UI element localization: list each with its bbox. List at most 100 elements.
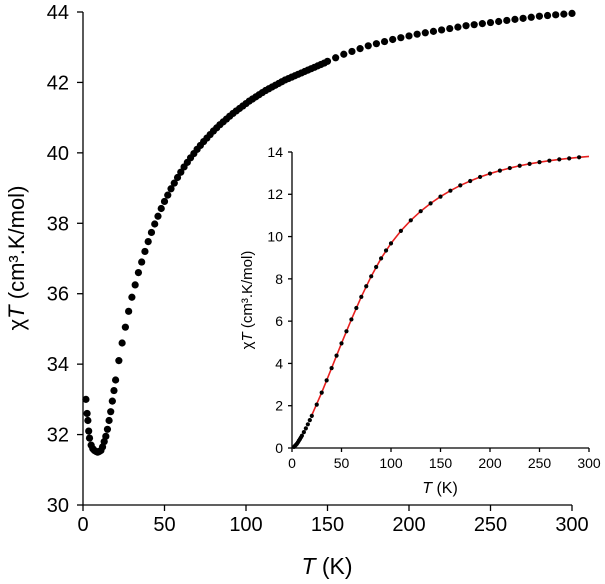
inset-data-point <box>487 171 493 176</box>
inset-data-point <box>448 188 453 193</box>
main-data-point <box>470 21 478 29</box>
main-data-point <box>405 32 413 40</box>
inset-data-point <box>458 183 463 188</box>
main-data-point <box>332 54 340 62</box>
inset-y-tick-label: 12 <box>267 186 283 202</box>
main-data-point <box>167 185 175 193</box>
main-data-point <box>389 35 397 44</box>
inset-x-tick-label: 50 <box>334 455 350 471</box>
inset-data-point <box>305 422 310 427</box>
inset-data-points <box>291 155 582 450</box>
inset-data-point <box>468 178 473 184</box>
main-data-point <box>323 57 332 65</box>
main-data-point <box>173 173 182 182</box>
main-data-point <box>151 220 159 228</box>
main-data-point <box>177 168 185 176</box>
main-data-point <box>462 22 470 30</box>
main-data-point <box>495 17 503 26</box>
inset-background <box>290 150 590 447</box>
main-x-tick-label: 250 <box>474 514 507 536</box>
inset-data-point <box>374 264 379 270</box>
main-data-point <box>102 432 110 440</box>
inset-data-point <box>398 228 403 233</box>
main-x-tick-label: 50 <box>153 514 175 536</box>
main-data-point <box>147 228 156 237</box>
main-data-point <box>84 416 92 425</box>
inset-data-point <box>319 390 324 395</box>
inset-x-tick-label: 150 <box>429 455 453 471</box>
inset-data-point <box>344 329 349 334</box>
main-x-ticks: 0 50 100 150 200 250 300 <box>77 505 589 536</box>
inset-data-point <box>428 201 433 206</box>
main-data-point <box>115 357 123 365</box>
main-data-point <box>144 238 152 246</box>
main-data-points <box>82 9 576 456</box>
main-data-point <box>125 307 133 315</box>
inset-data-point <box>369 274 374 279</box>
main-data-point <box>535 12 544 20</box>
main-data-point <box>380 37 389 46</box>
main-data-point <box>438 26 446 34</box>
main-data-point <box>543 11 552 20</box>
main-data-point <box>128 293 136 301</box>
main-data-point <box>397 34 405 42</box>
inset-data-point <box>314 402 319 407</box>
main-data-point <box>85 427 93 435</box>
inset-data-point <box>339 341 344 346</box>
inset-data-point <box>577 155 582 160</box>
main-data-point <box>160 197 169 206</box>
main-data-point <box>527 13 535 21</box>
main-data-point <box>107 408 115 416</box>
inset-x-ticks: 0 50 100 150 200 250 300 <box>288 448 601 471</box>
inset-x-tick-label: 0 <box>288 455 296 471</box>
main-data-point <box>85 434 94 442</box>
main-data-point <box>486 18 495 27</box>
inset-plot: 0 2 4 6 8 10 12 14 0 50 100 150 200 250 300 T (K) χT … <box>239 144 601 497</box>
inset-y-ticks: 0 2 4 6 8 10 12 14 <box>267 144 292 456</box>
main-y-tick-label: 40 <box>47 143 69 165</box>
main-data-point <box>103 425 112 433</box>
inset-y-tick-label: 8 <box>275 271 283 287</box>
main-data-point <box>141 247 149 256</box>
main-data-point <box>134 268 143 277</box>
main-data-point <box>108 397 116 405</box>
main-x-tick-label: 150 <box>311 514 344 536</box>
main-data-point <box>364 42 372 50</box>
inset-x-tick-label: 250 <box>528 455 552 471</box>
main-data-point <box>511 15 519 23</box>
inset-data-point <box>418 209 423 214</box>
main-data-point <box>552 11 560 19</box>
main-y-tick-label: 32 <box>47 425 69 447</box>
main-data-point <box>121 323 129 331</box>
main-data-point <box>421 29 429 37</box>
main-x-tick-label: 200 <box>392 514 425 536</box>
main-data-point <box>478 20 486 28</box>
main-data-point <box>154 212 162 220</box>
main-data-point <box>112 376 120 384</box>
inset-data-point <box>408 218 413 223</box>
inset-data-point <box>354 305 359 311</box>
main-data-point <box>454 23 462 31</box>
inset-y-tick-label: 2 <box>275 398 283 414</box>
main-data-point <box>429 27 438 35</box>
inset-data-point <box>359 294 364 299</box>
inset-y-tick-label: 0 <box>275 440 283 456</box>
main-data-point <box>519 14 527 22</box>
main-data-point <box>348 47 356 56</box>
inset-data-point <box>299 433 304 438</box>
inset-data-point <box>329 365 334 371</box>
main-y-tick-label: 42 <box>47 72 69 94</box>
inset-data-point <box>438 194 443 199</box>
inset-data-point <box>537 160 542 165</box>
inset-data-point <box>517 163 522 168</box>
inset-data-point <box>307 417 312 423</box>
main-data-point <box>560 10 568 18</box>
main-x-axis-label: T (K) <box>301 553 352 579</box>
main-y-tick-label: 38 <box>47 213 69 235</box>
main-data-point <box>503 16 511 25</box>
inset-y-tick-label: 6 <box>275 313 283 329</box>
main-data-point <box>138 258 146 266</box>
inset-y-tick-label: 4 <box>275 355 283 371</box>
